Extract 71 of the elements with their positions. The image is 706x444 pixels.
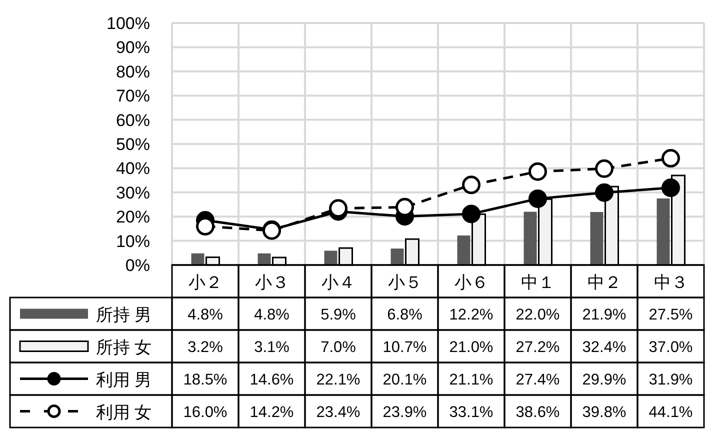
data-label: 37.0% — [648, 339, 693, 356]
point — [528, 189, 547, 208]
x-tick-label: 中１ — [520, 273, 555, 292]
legend-label: 所持 女 — [96, 338, 152, 357]
bar — [324, 250, 338, 265]
data-label: 7.0% — [320, 339, 356, 356]
data-label: 6.8% — [387, 306, 423, 324]
data-label: 27.4% — [516, 372, 560, 388]
data-label: 14.2% — [250, 404, 294, 421]
bar — [457, 235, 470, 265]
bar — [656, 198, 670, 265]
data-label: 22.0% — [516, 306, 560, 324]
x-tick-label: 小３ — [254, 273, 289, 292]
data-label: 16.0% — [183, 404, 228, 421]
point — [528, 162, 547, 181]
data-label: 21.1% — [449, 372, 494, 388]
point — [595, 159, 614, 178]
data-label: 21.9% — [582, 306, 626, 324]
bar — [590, 212, 604, 265]
data-label: 38.6% — [516, 404, 560, 421]
y-tick-label: 50% — [116, 135, 150, 154]
data-label: 21.0% — [449, 339, 494, 356]
legend-label: 利用 男 — [96, 370, 152, 390]
y-tick-label: 90% — [116, 38, 150, 58]
data-label: 31.9% — [648, 372, 693, 388]
data-label: 23.9% — [382, 404, 427, 421]
data-label: 32.4% — [582, 339, 626, 356]
x-tick-label: 小６ — [454, 273, 488, 292]
point — [462, 204, 480, 224]
data-label: 22.1% — [316, 372, 360, 388]
data-label: 27.5% — [648, 306, 693, 324]
y-tick-label: 70% — [116, 86, 150, 106]
bar — [390, 248, 404, 265]
x-tick-label: 中３ — [654, 273, 688, 292]
data-label: 18.5% — [183, 372, 228, 388]
x-tick-label: 小５ — [388, 273, 422, 292]
point — [595, 183, 614, 202]
data-label: 12.2% — [449, 306, 494, 324]
point — [462, 176, 480, 194]
bar — [191, 253, 204, 265]
data-label: 4.8% — [188, 306, 224, 324]
legend-label: 所持 男 — [96, 306, 152, 324]
data-label: 44.1% — [648, 404, 693, 421]
y-tick-label: 40% — [116, 159, 150, 178]
y-tick-label: 100% — [106, 14, 150, 33]
data-label: 20.1% — [382, 372, 427, 388]
data-label: 4.8% — [254, 306, 290, 324]
data-label: 23.4% — [316, 404, 360, 421]
x-tick-label: 中２ — [587, 273, 622, 292]
point — [662, 149, 680, 168]
data-label: 39.8% — [582, 404, 626, 421]
data-label: 3.2% — [188, 339, 224, 356]
legend-label: 利用 女 — [96, 403, 152, 422]
y-tick-label: 0% — [125, 256, 150, 275]
data-label: 5.9% — [320, 306, 356, 324]
x-tick-label: 小４ — [321, 273, 356, 292]
data-label: 27.2% — [516, 339, 560, 356]
y-tick-label: 30% — [116, 183, 150, 202]
y-tick-label: 60% — [116, 110, 150, 130]
y-tick-label: 20% — [116, 208, 150, 227]
point — [662, 178, 680, 198]
data-label: 14.6% — [250, 372, 294, 388]
y-tick-label: 80% — [116, 62, 150, 82]
x-tick-label: 小２ — [188, 273, 222, 292]
data-label: 29.9% — [582, 372, 626, 388]
bar — [524, 212, 537, 265]
data-label: 10.7% — [382, 339, 427, 356]
data-label: 3.1% — [254, 339, 290, 356]
y-tick-label: 10% — [116, 232, 150, 251]
data-label: 33.1% — [449, 404, 494, 421]
bar — [258, 253, 271, 265]
